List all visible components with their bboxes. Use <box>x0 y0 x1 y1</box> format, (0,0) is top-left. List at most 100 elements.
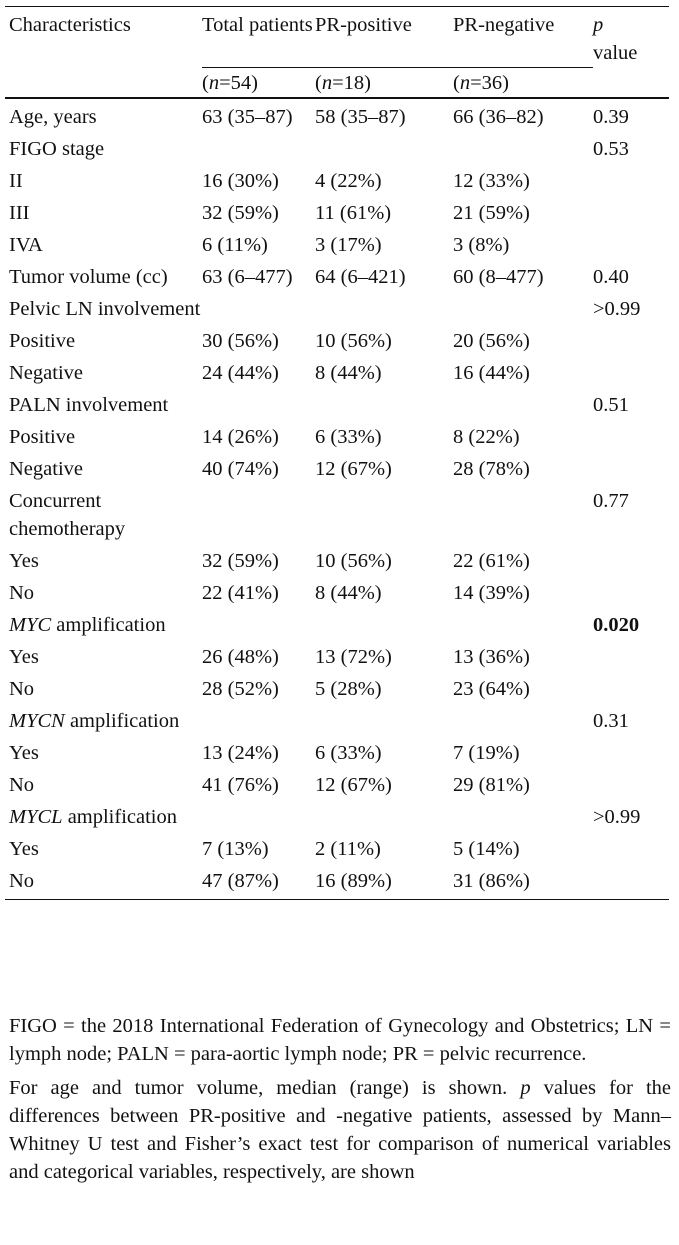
table-row: Yes 26 (48%) 13 (72%) 13 (36%) <box>5 643 669 675</box>
cell-p-value: 0.53 <box>593 137 629 160</box>
row-label: MYC amplification <box>9 613 166 636</box>
cell-total: 6 (11%) <box>202 233 268 256</box>
cell-p-value <box>593 739 669 771</box>
cell-total <box>202 487 315 547</box>
cell-p-value: 0.39 <box>593 105 629 128</box>
cell-pr-negative <box>453 611 593 643</box>
row-label: II <box>9 169 23 192</box>
row-label: FIGO stage <box>9 137 105 160</box>
table-row: II 16 (30%) 4 (22%) 12 (33%) <box>5 167 669 199</box>
cell-total: 26 (48%) <box>202 645 279 668</box>
cell-pr-negative <box>453 487 593 547</box>
cell-pr-negative: 23 (64%) <box>453 677 530 700</box>
cell-p-value <box>593 579 669 611</box>
cell-total <box>202 707 315 739</box>
cell-p-value: 0.40 <box>593 265 629 288</box>
n-pr-negative: (n=36) <box>453 67 593 99</box>
table-row: Positive 30 (56%) 10 (56%) 20 (56%) <box>5 327 669 359</box>
table-row: III 32 (59%) 11 (61%) 21 (59%) <box>5 199 669 231</box>
cell-p-value: 0.77 <box>593 489 629 512</box>
cell-pr-negative: 29 (81%) <box>453 773 530 796</box>
cell-pr-negative <box>453 135 593 167</box>
cell-p-value: >0.99 <box>593 297 641 320</box>
cell-pr-negative: 60 (8–477) <box>453 265 544 288</box>
row-label: No <box>9 773 35 796</box>
cell-p-value <box>593 359 669 391</box>
cell-pr-positive <box>315 803 453 835</box>
table-row: Pelvic LN involvement >0.99 <box>5 295 669 327</box>
cell-pr-positive: 16 (89%) <box>315 866 453 900</box>
cell-pr-positive: 58 (35–87) <box>315 105 406 128</box>
cell-pr-positive: 13 (72%) <box>315 645 392 668</box>
header-total: Total patients <box>202 6 315 68</box>
table-row: No 28 (52%) 5 (28%) 23 (64%) <box>5 675 669 707</box>
row-label: Negative <box>9 457 83 480</box>
cell-total: 40 (74%) <box>202 457 279 480</box>
header-characteristics: Characteristics <box>5 6 202 67</box>
cell-pr-negative: 28 (78%) <box>453 457 530 480</box>
row-label: Age, years <box>9 105 97 128</box>
row-label: Pelvic LN involvement <box>9 297 201 320</box>
n-total-value: =54 <box>219 71 252 94</box>
footnote-note: For age and tumor volume, median (range)… <box>9 1074 671 1186</box>
table-row: Negative 40 (74%) 12 (67%) 28 (78%) <box>5 455 669 487</box>
cell-pr-positive <box>315 707 453 739</box>
cell-pr-negative: 13 (36%) <box>453 645 530 668</box>
table-row: Age, years 63 (35–87) 58 (35–87) 66 (36–82)… <box>5 98 669 135</box>
cell-pr-positive: 11 (61%) <box>315 201 392 224</box>
cell-p-value: 0.51 <box>593 393 629 416</box>
cell-p-value <box>593 547 669 579</box>
table-row: PALN involvement 0.51 <box>5 391 669 423</box>
footnote-abbreviations: FIGO = the 2018 International Federation… <box>9 1015 671 1065</box>
cell-pr-negative: 22 (61%) <box>453 549 530 572</box>
cell-p-value <box>593 199 669 231</box>
row-label: PALN involvement <box>9 393 169 416</box>
footnote-note-start: For age and tumor volume, median (range)… <box>9 1077 508 1099</box>
n-pr-positive: (n=18) <box>315 67 453 99</box>
n-pos-value: =18 <box>332 71 365 94</box>
characteristics-table: Characteristics Total patients PR-positi… <box>5 6 669 900</box>
table-body: Age, years 63 (35–87) 58 (35–87) 66 (36–82)… <box>5 98 669 900</box>
cell-pr-negative: 21 (59%) <box>453 201 530 224</box>
cell-total: 63 (35–87) <box>202 105 293 128</box>
table-row: MYC amplification 0.020 <box>5 611 669 643</box>
header-p-italic: p <box>593 14 604 36</box>
table-row: Yes 7 (13%) 2 (11%) 5 (14%) <box>5 835 669 867</box>
cell-p-value <box>593 771 669 803</box>
cell-total: 63 (6–477) <box>202 265 293 288</box>
cell-pr-positive: 10 (56%) <box>315 329 392 352</box>
header-p-rest: value <box>593 42 638 64</box>
row-label: Concurrent chemotherapy <box>9 489 126 540</box>
cell-total: 32 (59%) <box>202 201 279 224</box>
row-label: MYCL amplification <box>9 805 177 828</box>
cell-total: 24 (44%) <box>202 361 279 384</box>
cell-p-value <box>593 455 669 487</box>
cell-p-value <box>593 231 669 263</box>
row-label: Yes <box>9 837 39 860</box>
row-label: Yes <box>9 645 39 668</box>
table-row: Negative 24 (44%) 8 (44%) 16 (44%) <box>5 359 669 391</box>
cell-pr-positive: 3 (17%) <box>315 233 382 256</box>
cell-pr-negative: 14 (39%) <box>453 581 530 604</box>
cell-total: 16 (30%) <box>202 169 279 192</box>
cell-p-value <box>593 327 669 359</box>
cell-total <box>202 611 315 643</box>
cell-p-value <box>593 675 669 707</box>
cell-pr-negative <box>453 707 593 739</box>
cell-pr-positive: 6 (33%) <box>315 425 382 448</box>
cell-pr-positive <box>315 391 453 423</box>
cell-total: 22 (41%) <box>202 581 279 604</box>
cell-pr-positive: 4 (22%) <box>315 169 382 192</box>
cell-p-value: >0.99 <box>593 805 641 828</box>
cell-pr-positive <box>315 487 453 547</box>
cell-total: 32 (59%) <box>202 549 279 572</box>
n-row: (n=54) (n=18) (n=36) <box>5 67 669 99</box>
header-row: Characteristics Total patients PR-positi… <box>5 6 669 68</box>
cell-pr-positive: 6 (33%) <box>315 741 382 764</box>
cell-total: 28 (52%) <box>202 677 279 700</box>
cell-total <box>202 803 315 835</box>
cell-total: 47 (87%) <box>202 866 315 900</box>
cell-pr-negative: 16 (44%) <box>453 361 530 384</box>
cell-pr-positive: 12 (67%) <box>315 773 392 796</box>
